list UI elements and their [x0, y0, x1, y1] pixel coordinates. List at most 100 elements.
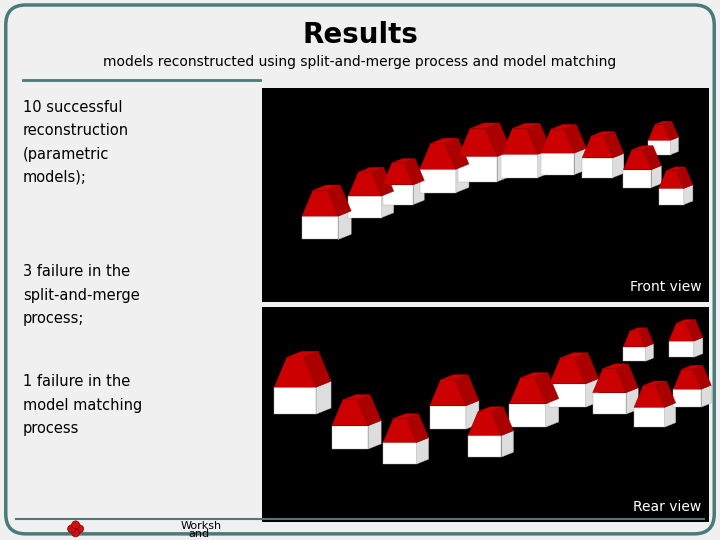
Polygon shape	[693, 365, 711, 389]
Polygon shape	[593, 393, 626, 414]
Bar	[262, 307, 709, 522]
Polygon shape	[575, 148, 586, 174]
Polygon shape	[673, 369, 701, 389]
Polygon shape	[470, 123, 500, 129]
Polygon shape	[632, 146, 653, 150]
Polygon shape	[616, 364, 638, 393]
Polygon shape	[431, 138, 458, 143]
Polygon shape	[458, 129, 498, 157]
Polygon shape	[274, 357, 316, 387]
Polygon shape	[564, 124, 586, 153]
Polygon shape	[626, 388, 638, 414]
Polygon shape	[316, 381, 331, 414]
Polygon shape	[430, 380, 466, 406]
Polygon shape	[510, 404, 546, 427]
Polygon shape	[510, 378, 546, 404]
Polygon shape	[646, 343, 654, 361]
Polygon shape	[372, 167, 394, 196]
Polygon shape	[624, 150, 652, 170]
Polygon shape	[455, 375, 479, 406]
Polygon shape	[634, 407, 665, 427]
Polygon shape	[468, 411, 502, 435]
Polygon shape	[302, 190, 338, 216]
Polygon shape	[643, 146, 662, 170]
Circle shape	[71, 521, 80, 529]
Polygon shape	[287, 351, 318, 357]
Polygon shape	[312, 185, 341, 190]
Polygon shape	[665, 403, 676, 427]
Polygon shape	[430, 406, 466, 429]
Polygon shape	[624, 347, 646, 361]
Polygon shape	[560, 353, 588, 358]
Polygon shape	[417, 437, 428, 464]
Polygon shape	[603, 364, 628, 369]
Polygon shape	[549, 384, 585, 407]
Text: Front view: Front view	[630, 280, 701, 294]
Polygon shape	[393, 414, 418, 418]
Polygon shape	[551, 124, 576, 129]
Polygon shape	[492, 407, 513, 435]
Polygon shape	[304, 351, 331, 387]
Polygon shape	[541, 153, 575, 174]
Polygon shape	[468, 435, 502, 457]
Bar	[262, 88, 709, 302]
Polygon shape	[420, 169, 456, 193]
Polygon shape	[527, 123, 551, 154]
Polygon shape	[659, 188, 684, 205]
Polygon shape	[413, 180, 424, 205]
Polygon shape	[274, 387, 316, 414]
Polygon shape	[682, 365, 703, 369]
Polygon shape	[502, 154, 538, 178]
Polygon shape	[664, 121, 678, 140]
Polygon shape	[441, 375, 468, 380]
Polygon shape	[593, 369, 626, 393]
Polygon shape	[382, 185, 413, 205]
Polygon shape	[502, 129, 538, 154]
Polygon shape	[684, 185, 693, 205]
Polygon shape	[359, 167, 384, 172]
Polygon shape	[639, 328, 654, 347]
Polygon shape	[686, 320, 703, 341]
Polygon shape	[383, 418, 417, 442]
Polygon shape	[676, 167, 693, 188]
Text: 1 failure in the
model matching
process: 1 failure in the model matching process	[23, 374, 142, 436]
Text: Rear view: Rear view	[633, 500, 701, 514]
Circle shape	[76, 525, 84, 533]
Polygon shape	[613, 153, 624, 178]
Polygon shape	[652, 166, 662, 187]
Text: and: and	[189, 529, 210, 539]
Polygon shape	[634, 386, 665, 407]
Polygon shape	[643, 381, 667, 386]
Polygon shape	[368, 421, 381, 449]
Polygon shape	[383, 442, 417, 464]
Polygon shape	[582, 158, 613, 178]
Polygon shape	[549, 358, 585, 384]
Polygon shape	[591, 132, 615, 136]
Polygon shape	[624, 170, 652, 187]
Polygon shape	[348, 196, 382, 218]
Polygon shape	[521, 373, 548, 378]
Polygon shape	[445, 138, 469, 169]
Text: Results: Results	[302, 21, 418, 49]
Polygon shape	[382, 191, 394, 218]
Polygon shape	[456, 164, 469, 193]
Text: 10 successful
reconstruction
(parametric
models);: 10 successful reconstruction (parametric…	[23, 100, 129, 185]
Polygon shape	[655, 121, 672, 124]
Polygon shape	[669, 323, 694, 341]
Text: models reconstructed using split-and-merge process and model matching: models reconstructed using split-and-mer…	[104, 55, 616, 69]
Polygon shape	[328, 185, 351, 216]
Polygon shape	[676, 320, 696, 323]
Polygon shape	[502, 431, 513, 457]
Polygon shape	[648, 124, 670, 140]
Polygon shape	[669, 341, 694, 357]
Polygon shape	[357, 395, 381, 426]
Circle shape	[68, 525, 76, 533]
Polygon shape	[348, 172, 382, 196]
Polygon shape	[407, 414, 428, 442]
Polygon shape	[624, 331, 646, 347]
Polygon shape	[485, 123, 511, 157]
Polygon shape	[382, 163, 413, 185]
Circle shape	[71, 529, 80, 537]
Polygon shape	[648, 140, 670, 154]
Polygon shape	[666, 167, 685, 171]
